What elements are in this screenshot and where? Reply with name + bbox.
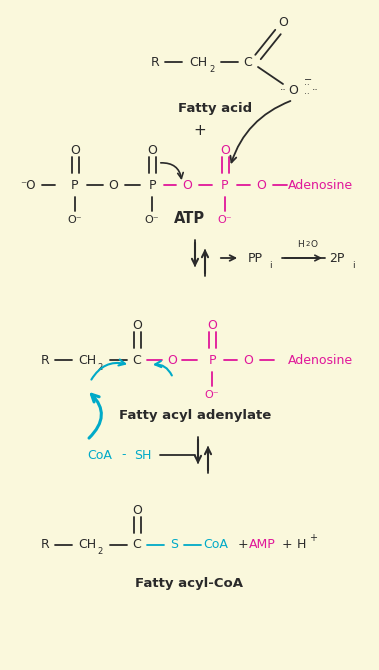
Text: Fatty acyl adenylate: Fatty acyl adenylate (119, 409, 271, 421)
Text: 2: 2 (306, 241, 310, 247)
Text: R: R (41, 539, 49, 551)
Text: 2: 2 (97, 362, 103, 371)
Text: O: O (207, 318, 217, 332)
Text: O: O (132, 318, 142, 332)
Text: H: H (297, 239, 303, 249)
Text: P: P (148, 178, 156, 192)
Text: Fatty acyl-CoA: Fatty acyl-CoA (135, 576, 243, 590)
Text: CH: CH (189, 56, 207, 68)
Text: CoA: CoA (204, 539, 229, 551)
Text: +: + (309, 533, 317, 543)
Text: O: O (220, 143, 230, 157)
Text: O⁻: O⁻ (218, 215, 232, 225)
Text: S: S (170, 539, 178, 551)
Text: O⁻: O⁻ (145, 215, 159, 225)
Text: CoA: CoA (88, 448, 113, 462)
Text: O: O (132, 503, 142, 517)
Text: 2: 2 (97, 547, 103, 557)
Text: O: O (108, 178, 118, 192)
Text: O: O (167, 354, 177, 366)
Text: P: P (208, 354, 216, 366)
Text: 2P: 2P (329, 251, 345, 265)
Text: i: i (352, 261, 354, 269)
Text: CH: CH (78, 354, 96, 366)
Text: ··: ·· (280, 85, 287, 95)
Text: SH: SH (134, 448, 152, 462)
Text: O⁻: O⁻ (68, 215, 82, 225)
Text: H: H (296, 539, 306, 551)
Text: 2: 2 (209, 64, 215, 74)
Text: O: O (278, 15, 288, 29)
Text: Adenosine: Adenosine (287, 354, 352, 366)
Text: -: - (122, 448, 126, 462)
Text: PP: PP (247, 251, 263, 265)
Text: +: + (194, 123, 207, 137)
Text: R: R (150, 56, 160, 68)
Text: P: P (221, 178, 229, 192)
Text: ··: ·· (304, 82, 310, 90)
Text: O: O (70, 143, 80, 157)
Text: AMP: AMP (249, 539, 276, 551)
Text: ⁻O: ⁻O (20, 178, 36, 192)
Text: Adenosine: Adenosine (287, 178, 352, 192)
Text: P: P (71, 178, 79, 192)
Text: −: − (304, 75, 312, 85)
Text: ··: ·· (312, 85, 318, 95)
Text: O: O (310, 239, 318, 249)
Text: +: + (238, 539, 248, 551)
Text: O⁻: O⁻ (205, 390, 219, 400)
Text: O: O (243, 354, 253, 366)
Text: O: O (256, 178, 266, 192)
Text: O: O (182, 178, 192, 192)
Text: i: i (269, 261, 271, 269)
Text: C: C (244, 56, 252, 68)
Text: Fatty acid: Fatty acid (178, 101, 252, 115)
Text: C: C (133, 354, 141, 366)
Text: R: R (41, 354, 49, 366)
Text: ATP: ATP (174, 210, 205, 226)
Text: O: O (288, 84, 298, 96)
Text: ··: ·· (304, 90, 310, 100)
Text: CH: CH (78, 539, 96, 551)
Text: +: + (282, 539, 292, 551)
Text: C: C (133, 539, 141, 551)
Text: O: O (147, 143, 157, 157)
